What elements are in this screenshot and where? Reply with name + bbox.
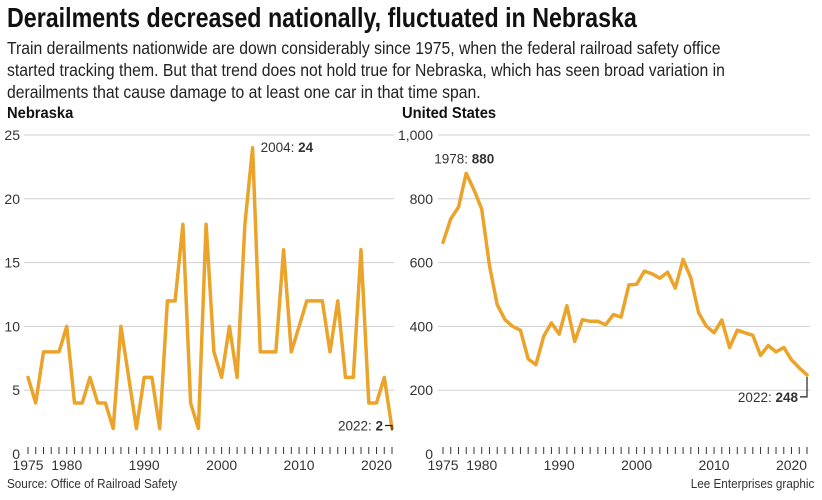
y-tick-label: 5	[12, 382, 20, 398]
x-tick-label: 1975	[13, 458, 44, 473]
annotation-year: 2022:	[738, 390, 776, 405]
y-tick-label: 0	[12, 446, 20, 462]
x-tick-label: 2010	[284, 458, 315, 473]
subtitle-line-3: derailments that cause damage to at leas…	[7, 82, 481, 102]
y-tick-label: 25	[4, 127, 20, 143]
annotation-value: 2	[375, 418, 383, 433]
panel-title-united-states: United States	[402, 105, 497, 122]
annotation-label: 1978: 880	[434, 151, 494, 166]
annotation-year: 1978:	[434, 151, 472, 166]
annotation-leader	[385, 424, 393, 431]
annotation-year: 2004:	[261, 140, 299, 155]
y-tick-label: 15	[4, 255, 20, 271]
chart-title: Derailments decreased nationally, fluctu…	[7, 2, 637, 33]
x-tick-label: 1990	[544, 458, 575, 473]
chart-us: 0 200 400 600 800 1,000 1975 1980 1990 2000 2010 20…	[398, 127, 810, 473]
y-tick-label: 800	[410, 191, 434, 207]
y-tick-label: 20	[4, 191, 20, 207]
y-tick-label: 200	[410, 382, 434, 398]
chart-nebraska: 0 5 10 15 20 25 1975 1980 1990 2000 2010 2020 2004: …	[4, 127, 394, 473]
annotation-value: 880	[472, 151, 495, 166]
credit-note: Lee Enterprises graphic	[690, 476, 814, 491]
subtitle-line-2: started tracking them. But that trend do…	[7, 60, 725, 80]
x-tick-label: 2000	[621, 458, 652, 473]
data-line	[441, 171, 809, 377]
source-note: Source: Office of Railroad Safety	[7, 476, 178, 491]
annotation-year: 2022:	[338, 418, 376, 433]
x-tick-label: 1990	[129, 458, 160, 473]
annotation-label: 2004: 24	[261, 140, 314, 155]
x-tick-label: 2020	[776, 458, 807, 473]
annotation-leader	[800, 376, 808, 398]
annotation-value: 24	[298, 140, 314, 155]
x-tick-label: 1980	[51, 458, 82, 473]
annotation-value: 248	[775, 390, 798, 405]
data-line	[26, 146, 394, 431]
x-tick-label: 2020	[361, 458, 392, 473]
x-tick-label: 2000	[206, 458, 237, 473]
y-tick-label: 10	[4, 318, 20, 334]
subtitle-line-1: Train derailments nationwide are down co…	[7, 38, 721, 58]
x-tick-label: 1980	[466, 458, 497, 473]
y-tick-label: 1,000	[398, 127, 433, 143]
y-tick-label: 400	[410, 318, 434, 334]
x-tick-label: 1975	[428, 458, 459, 473]
annotation-label: 2022: 248	[738, 390, 799, 405]
annotation-label: 2022: 2	[338, 418, 383, 433]
y-tick-label: 0	[425, 446, 433, 462]
panel-title-nebraska: Nebraska	[7, 105, 74, 122]
y-tick-label: 600	[410, 255, 434, 271]
x-tick-label: 2010	[699, 458, 730, 473]
